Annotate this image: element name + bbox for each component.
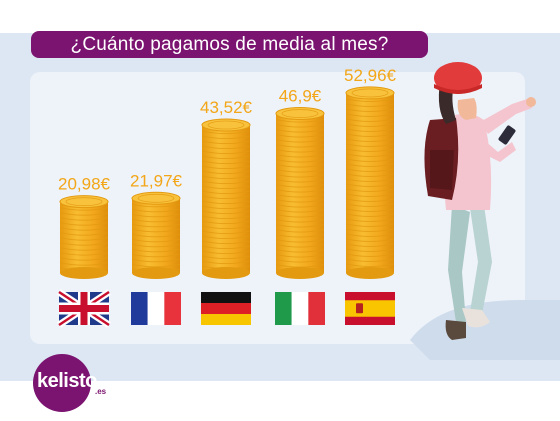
value-label: 52,96€: [344, 66, 397, 85]
kelisto-logo-text: kelisto: [37, 370, 97, 392]
coin-stack-bar: 43,52€: [200, 98, 253, 279]
spain-flag-icon: [345, 292, 395, 325]
coin-stack-bar: 46,9€: [275, 87, 325, 279]
kelisto-logo: [33, 354, 91, 412]
france-flag-icon: [131, 292, 181, 325]
coin-stack-bar: 52,96€: [344, 66, 397, 279]
value-label: 43,52€: [200, 98, 253, 117]
uk-flag-icon: [57, 289, 111, 328]
kelisto-logo-suffix: .es: [95, 387, 107, 396]
chart-title: ¿Cuánto pagamos de media al mes?: [31, 31, 428, 58]
coin-stack-bar: 20,98€: [58, 175, 111, 279]
value-label: 21,97€: [130, 171, 183, 190]
value-label: 20,98€: [58, 175, 111, 194]
italy-flag-icon: [275, 292, 325, 325]
value-label: 46,9€: [279, 87, 322, 106]
coin-stack-bar: 21,97€: [130, 171, 183, 279]
traveler-illustration: [410, 62, 560, 360]
germany-flag-icon: [201, 292, 251, 325]
